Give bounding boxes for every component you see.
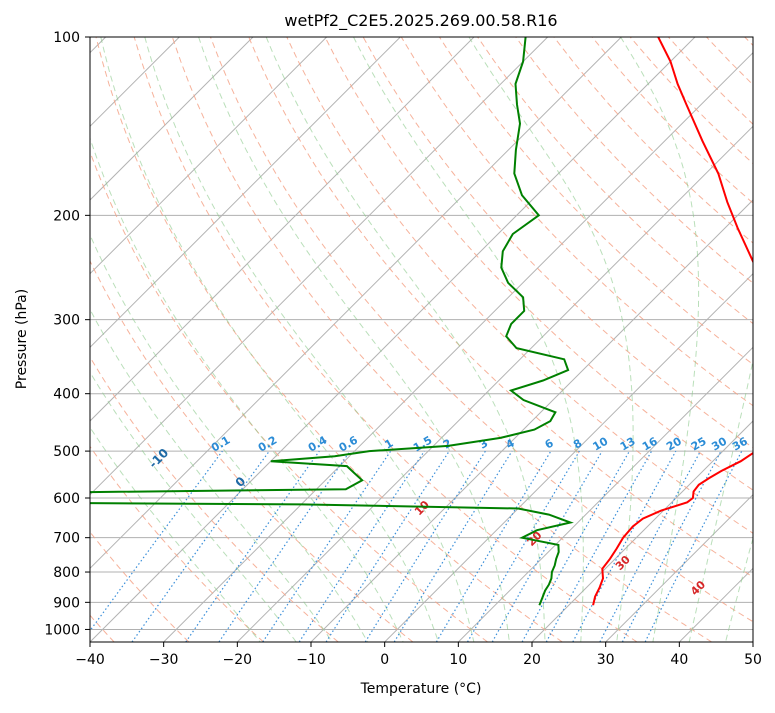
y-tick-label: 100	[53, 30, 80, 46]
dry-adiabat-label: -30	[0, 381, 11, 406]
x-tick-label: 50	[744, 652, 762, 668]
chart-title: wetPf2_C2E5.2025.269.00.58.R16	[284, 11, 557, 31]
y-tick-label: 800	[53, 565, 80, 581]
y-tick-label: 1000	[44, 622, 80, 638]
y-axis-label: Pressure (hPa)	[14, 289, 30, 389]
dry-adiabat-label: -20	[65, 417, 90, 442]
x-tick-label: −30	[149, 652, 179, 668]
y-tick-label: 200	[53, 208, 80, 224]
x-axis-label: Temperature (°C)	[360, 681, 482, 697]
y-tick-label: 500	[53, 444, 80, 460]
x-tick-label: 20	[523, 652, 541, 668]
x-tick-label: −40	[75, 652, 105, 668]
x-tick-label: 40	[670, 652, 688, 668]
y-tick-label: 400	[53, 387, 80, 403]
plot-background	[90, 37, 753, 642]
x-tick-label: −20	[223, 652, 253, 668]
isotherm-line	[753, 37, 775, 642]
x-tick-label: 30	[597, 652, 615, 668]
y-tick-label: 900	[53, 595, 80, 611]
x-tick-label: 10	[449, 652, 467, 668]
y-tick-label: 600	[53, 491, 80, 507]
x-tick-label: 0	[380, 652, 389, 668]
x-tick-label: −10	[296, 652, 326, 668]
y-tick-label: 700	[53, 531, 80, 547]
y-tick-label: 300	[53, 313, 80, 329]
